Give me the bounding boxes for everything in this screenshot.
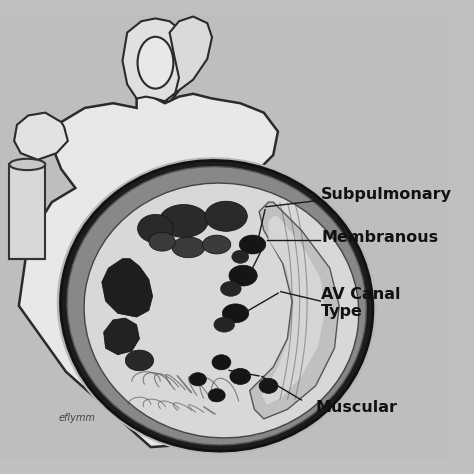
Polygon shape — [104, 318, 139, 355]
Ellipse shape — [214, 317, 235, 332]
Ellipse shape — [9, 159, 45, 170]
Ellipse shape — [159, 204, 208, 237]
Text: Muscular: Muscular — [316, 400, 398, 415]
Ellipse shape — [212, 355, 231, 370]
Polygon shape — [19, 94, 353, 447]
Text: Membranous: Membranous — [321, 230, 438, 246]
Text: AV Canal: AV Canal — [321, 287, 401, 302]
Ellipse shape — [149, 232, 175, 251]
Polygon shape — [14, 113, 68, 160]
Polygon shape — [122, 18, 189, 101]
Ellipse shape — [259, 378, 278, 393]
Ellipse shape — [220, 281, 241, 296]
Ellipse shape — [190, 373, 206, 386]
Bar — [9, 164, 45, 259]
Ellipse shape — [230, 368, 251, 384]
Ellipse shape — [137, 37, 173, 89]
Polygon shape — [102, 259, 153, 317]
Polygon shape — [262, 216, 325, 405]
Ellipse shape — [61, 161, 373, 451]
Ellipse shape — [67, 166, 366, 445]
Polygon shape — [250, 202, 339, 419]
Ellipse shape — [202, 235, 231, 254]
Text: Subpulmonary: Subpulmonary — [321, 187, 452, 202]
Text: Type: Type — [321, 304, 363, 319]
Ellipse shape — [57, 157, 377, 455]
Polygon shape — [165, 17, 212, 101]
Ellipse shape — [84, 183, 359, 438]
Ellipse shape — [205, 201, 247, 231]
Ellipse shape — [208, 389, 225, 402]
Ellipse shape — [137, 214, 173, 243]
Ellipse shape — [172, 237, 205, 258]
Ellipse shape — [239, 235, 266, 254]
Text: eflymm: eflymm — [58, 413, 95, 423]
Ellipse shape — [222, 304, 249, 323]
Ellipse shape — [229, 265, 257, 286]
Ellipse shape — [232, 250, 249, 264]
Ellipse shape — [125, 350, 154, 371]
